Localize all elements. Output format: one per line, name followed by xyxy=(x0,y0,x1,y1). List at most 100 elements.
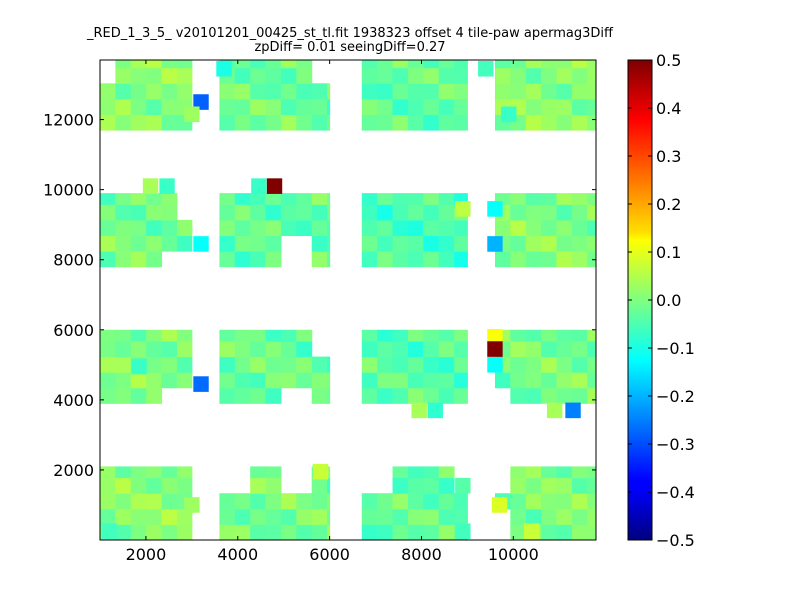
heatmap-cell xyxy=(392,67,409,84)
heatmap-cell xyxy=(311,235,328,252)
heatmap-cell xyxy=(115,251,132,268)
heatmap-cell xyxy=(361,329,378,342)
heatmap-cell xyxy=(265,83,282,100)
heatmap-cell-highlight xyxy=(427,402,443,419)
heatmap-cell xyxy=(454,60,468,69)
heatmap-cell xyxy=(130,193,147,205)
heatmap-cell xyxy=(407,524,424,541)
heatmap-cell xyxy=(494,60,511,69)
heatmap-cell xyxy=(407,219,424,237)
heatmap-cell xyxy=(311,356,328,373)
heatmap-cell xyxy=(296,204,313,221)
heatmap-cell xyxy=(280,60,297,69)
heatmap-cell xyxy=(265,340,282,358)
heatmap-cell xyxy=(265,387,282,404)
heatmap-cell-highlight xyxy=(565,402,581,419)
heatmap-cell-highlight xyxy=(193,236,209,252)
heatmap-cell xyxy=(541,372,558,389)
heatmap-cell xyxy=(296,329,313,342)
heatmap-cell xyxy=(250,466,267,479)
heatmap-cell xyxy=(392,235,409,252)
heatmap-cell xyxy=(423,508,440,525)
heatmap-cell xyxy=(407,466,424,479)
heatmap-cell xyxy=(130,98,147,115)
heatmap-cell xyxy=(525,67,542,84)
heatmap-cell xyxy=(265,493,282,510)
heatmap-cell xyxy=(494,67,511,84)
heatmap-cell xyxy=(571,466,588,479)
heatmap-cell xyxy=(510,251,527,268)
heatmap-cell xyxy=(361,83,378,100)
heatmap-cell xyxy=(587,372,597,389)
heatmap-cell xyxy=(250,493,267,510)
heatmap-cell xyxy=(556,477,573,494)
heatmap-cell xyxy=(407,193,424,205)
heatmap-cell xyxy=(407,356,424,373)
heatmap-cell xyxy=(100,193,116,205)
heatmap-cell xyxy=(176,219,193,237)
heatmap-cell xyxy=(525,98,542,115)
heatmap-cell xyxy=(219,524,236,541)
heatmap-cell xyxy=(571,508,588,525)
heatmap-cell xyxy=(438,219,455,237)
heatmap-cell xyxy=(311,477,328,494)
heatmap-cell xyxy=(510,477,527,494)
heatmap-cell xyxy=(265,524,282,541)
heatmap-cell xyxy=(571,524,588,541)
heatmap-cell xyxy=(115,329,132,342)
heatmap-cell xyxy=(510,67,527,84)
heatmap-cell xyxy=(392,193,409,205)
heatmap-cell xyxy=(494,219,511,237)
heatmap-cell xyxy=(234,193,251,205)
heatmap-cell xyxy=(556,114,573,131)
colorbar-tick-label: −0.5 xyxy=(656,531,695,550)
heatmap-cell xyxy=(392,372,409,389)
heatmap-cell xyxy=(571,114,588,131)
heatmap-cell xyxy=(130,340,147,358)
heatmap-cell xyxy=(250,387,267,404)
heatmap-cell xyxy=(130,219,147,237)
heatmap-cell xyxy=(525,193,542,205)
heatmap-cell xyxy=(146,372,163,389)
heatmap-cell xyxy=(587,329,597,342)
heatmap-cell xyxy=(327,193,331,205)
heatmap-cell xyxy=(571,193,588,205)
heatmap-cell xyxy=(296,98,313,115)
colorbar-tick-label: −0.2 xyxy=(656,387,695,406)
y-tick-label: 4000 xyxy=(53,391,94,410)
heatmap-cell xyxy=(587,193,597,205)
heatmap-cell xyxy=(130,204,147,221)
heatmap-cell xyxy=(407,204,424,221)
heatmap-cell xyxy=(265,98,282,115)
heatmap-cell xyxy=(361,251,378,268)
heatmap-cell xyxy=(250,204,267,221)
heatmap-cell xyxy=(161,219,178,237)
heatmap-cell xyxy=(130,67,147,84)
heatmap-cell xyxy=(250,219,267,237)
heatmap-cell xyxy=(423,193,440,205)
heatmap-cell xyxy=(265,204,282,221)
heatmap-cell xyxy=(280,83,297,100)
heatmap-cell xyxy=(250,356,267,373)
heatmap-cell xyxy=(327,524,331,541)
heatmap-cell xyxy=(392,524,409,541)
heatmap-cell xyxy=(115,372,132,389)
heatmap-cell xyxy=(130,329,147,342)
heatmap-cell xyxy=(392,60,409,69)
heatmap-cell xyxy=(176,524,193,541)
heatmap-cell xyxy=(265,356,282,373)
heatmap-cell xyxy=(361,387,378,404)
colorbar-tick-label: 0.3 xyxy=(656,147,681,166)
heatmap-cell xyxy=(407,329,424,342)
heatmap-cell xyxy=(219,98,236,115)
heatmap-cell xyxy=(587,114,597,131)
heatmap-cell xyxy=(146,219,163,237)
heatmap-cell-highlight xyxy=(312,463,329,480)
heatmap-cell xyxy=(407,477,424,494)
heatmap-cell xyxy=(361,524,378,541)
heatmap-cell xyxy=(100,477,116,494)
heatmap-cell xyxy=(130,372,147,389)
heatmap-cell xyxy=(377,508,394,525)
heatmap-cell xyxy=(311,493,328,510)
